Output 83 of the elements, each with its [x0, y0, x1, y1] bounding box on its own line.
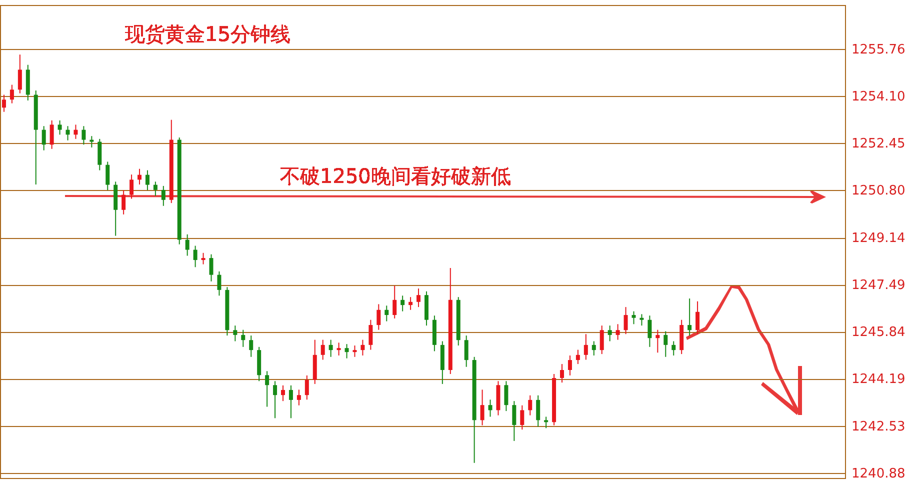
candlestick — [58, 120, 62, 136]
candlestick — [18, 54, 22, 94]
candlestick — [656, 329, 660, 354]
candlestick — [10, 84, 14, 104]
candlestick — [416, 288, 421, 308]
candlestick — [209, 254, 214, 282]
candlestick — [648, 315, 652, 348]
candlestick — [632, 310, 636, 325]
candlestick — [664, 330, 668, 358]
candlestick — [600, 325, 604, 355]
y-tick-label: 1242.53 — [852, 419, 906, 434]
candlestick — [392, 285, 397, 319]
candlestick — [560, 364, 564, 384]
candlestick — [328, 339, 333, 358]
candlestick — [376, 304, 381, 330]
candlestick — [624, 306, 628, 335]
candlestick — [98, 138, 102, 171]
candlestick — [161, 185, 166, 206]
candlestick — [66, 126, 70, 141]
candlestick — [576, 349, 580, 365]
y-tick-label: 1249.14 — [852, 231, 906, 246]
candlestick — [352, 345, 357, 358]
annotation: 不破1250晚间看好破新低 — [280, 164, 511, 188]
candlestick — [384, 305, 389, 322]
candlestick — [520, 404, 524, 430]
candlestick — [344, 344, 349, 359]
candlestick — [185, 234, 190, 256]
y-tick-label: 1247.49 — [852, 278, 906, 294]
candlestick — [640, 314, 644, 326]
candlestick — [464, 335, 468, 368]
candlestick — [584, 334, 588, 360]
candlestick — [320, 339, 325, 360]
y-tick-label: 1252.45 — [852, 136, 906, 152]
candlestick — [304, 374, 309, 400]
candlestick — [288, 384, 293, 419]
candlestick — [138, 168, 142, 186]
y-tick-label: 1254.10 — [852, 90, 906, 105]
candlestick — [408, 296, 413, 310]
text: 现货黄金15分钟线 — [125, 22, 290, 46]
candlestick — [504, 380, 508, 412]
candlestick — [50, 120, 54, 150]
candlestick — [90, 136, 94, 148]
candlestick — [480, 389, 484, 426]
candlestick — [696, 300, 700, 335]
candlestick — [360, 339, 365, 356]
y-tick-label: 1250.80 — [852, 184, 906, 199]
candlestick — [528, 394, 532, 416]
candlestick — [2, 94, 6, 112]
candlestick — [82, 126, 86, 146]
candlestick — [672, 340, 676, 356]
candlestick — [217, 270, 222, 296]
y-tick-label: 1255.76 — [852, 42, 906, 58]
candlestick — [512, 400, 516, 442]
candlestick — [74, 124, 78, 140]
candlestick — [688, 298, 692, 336]
candlestick — [400, 295, 405, 312]
candlestick — [368, 319, 373, 350]
candlestick — [273, 380, 278, 419]
candlestick — [608, 325, 612, 342]
candlestick — [153, 181, 158, 196]
candlestick — [265, 370, 270, 408]
candlestick — [336, 342, 341, 356]
candlestick — [488, 399, 492, 418]
candlestick — [249, 335, 254, 358]
candlestick — [106, 161, 110, 191]
candlestick — [193, 245, 198, 268]
candlestick — [536, 394, 540, 428]
candlestick — [280, 384, 285, 402]
candlestick — [122, 190, 126, 215]
candlestick — [42, 126, 46, 151]
candlestick — [616, 324, 620, 340]
y-tick-label: 1244.19 — [852, 372, 906, 388]
candlestick — [233, 325, 238, 342]
y-tick-label: 1240.88 — [852, 466, 906, 482]
candlestick — [592, 340, 596, 356]
candlestick — [145, 170, 150, 191]
candlestick — [130, 174, 134, 200]
candlestick — [201, 252, 206, 265]
candlestick — [241, 329, 246, 348]
candlestick — [568, 354, 572, 376]
candlestick — [544, 416, 548, 429]
y-tick-label: 1245.84 — [852, 325, 906, 340]
candlestick — [296, 389, 301, 406]
